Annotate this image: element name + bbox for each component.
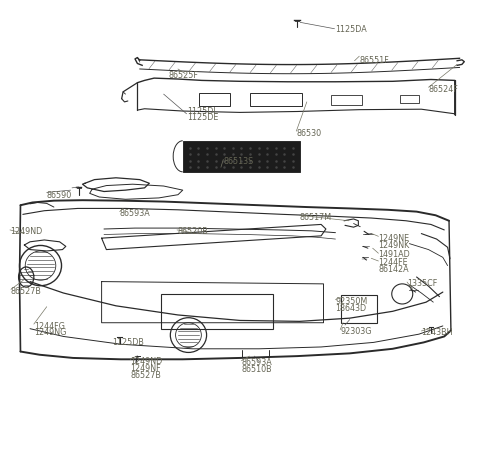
Bar bbox=[250, 94, 302, 107]
Bar bbox=[400, 96, 419, 104]
Bar bbox=[183, 141, 300, 173]
Text: 1244FE: 1244FE bbox=[378, 257, 408, 266]
Text: 86530: 86530 bbox=[296, 128, 322, 137]
Text: 1125DB: 1125DB bbox=[112, 337, 144, 346]
Text: 86520B: 86520B bbox=[177, 227, 208, 236]
Text: 86517M: 86517M bbox=[300, 212, 332, 221]
Text: 86142A: 86142A bbox=[378, 265, 409, 274]
Text: 86524F: 86524F bbox=[429, 84, 458, 94]
Text: 86513S: 86513S bbox=[223, 157, 253, 166]
Text: 86510B: 86510B bbox=[241, 364, 272, 373]
Text: 92350M: 92350M bbox=[336, 296, 368, 305]
Text: 86593A: 86593A bbox=[241, 357, 272, 366]
Bar bbox=[199, 94, 230, 106]
Text: 1249NE: 1249NE bbox=[378, 233, 409, 242]
Text: 86593A: 86593A bbox=[120, 209, 151, 218]
Text: 1249NK: 1249NK bbox=[378, 241, 409, 250]
Text: 92303G: 92303G bbox=[340, 326, 372, 335]
Text: 1125DL: 1125DL bbox=[188, 106, 218, 115]
Text: 86527B: 86527B bbox=[130, 370, 161, 379]
Bar bbox=[331, 95, 362, 106]
Text: 1243BH: 1243BH bbox=[421, 328, 453, 336]
Text: 1249ND: 1249ND bbox=[10, 227, 42, 236]
Text: 1249ND: 1249ND bbox=[130, 356, 163, 365]
Text: 1249NF: 1249NF bbox=[130, 363, 161, 372]
Text: 1244FG: 1244FG bbox=[34, 321, 65, 330]
Text: 86525F: 86525F bbox=[168, 71, 198, 80]
Text: 1249NG: 1249NG bbox=[34, 328, 66, 336]
Text: 1125DA: 1125DA bbox=[336, 25, 367, 34]
Text: 86527B: 86527B bbox=[11, 286, 42, 296]
Text: 86590: 86590 bbox=[47, 190, 72, 199]
Text: 1125DE: 1125DE bbox=[188, 113, 219, 122]
Bar bbox=[341, 296, 377, 323]
Text: 1491AD: 1491AD bbox=[378, 249, 410, 258]
Text: 18643D: 18643D bbox=[336, 303, 367, 313]
Text: 1335CF: 1335CF bbox=[407, 279, 437, 288]
Bar bbox=[161, 295, 274, 329]
Text: 86551F: 86551F bbox=[360, 56, 389, 65]
